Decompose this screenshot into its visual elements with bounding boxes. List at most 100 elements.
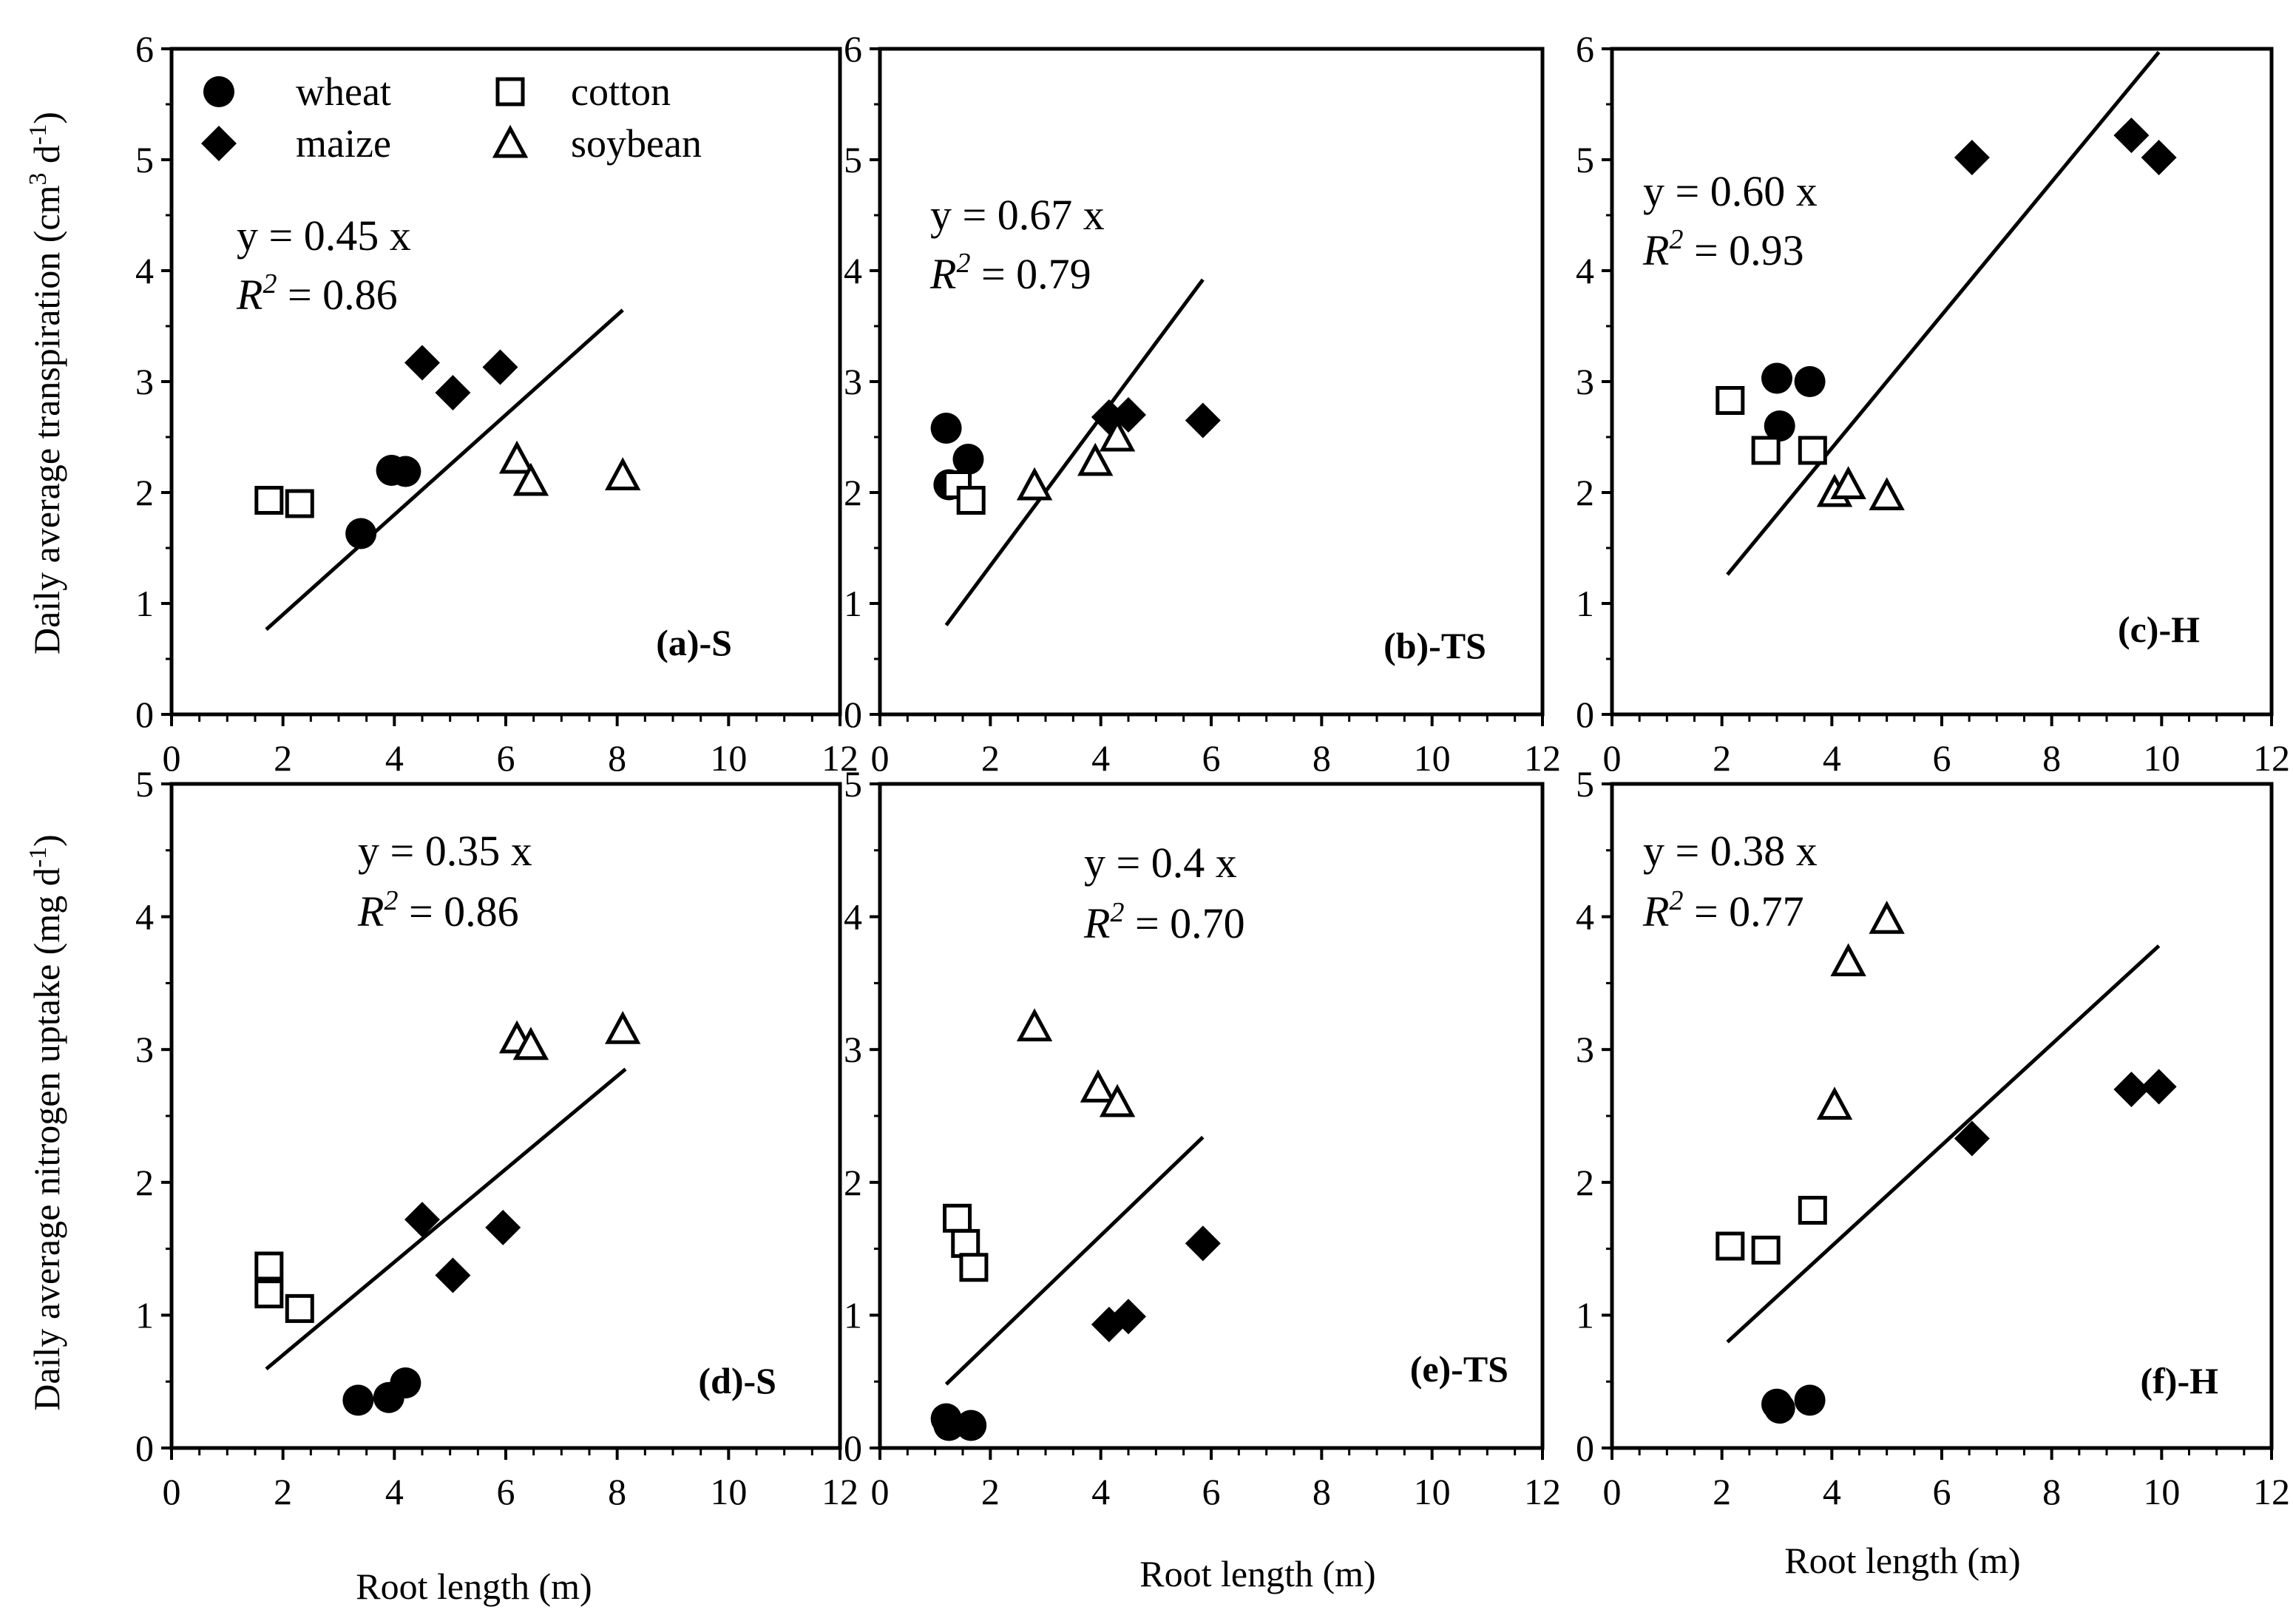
y-tick-label: 2 — [1576, 472, 1594, 513]
wheat-point — [1794, 1384, 1826, 1416]
regression-equation: y = 0.45 x — [237, 212, 411, 260]
x-tick-label: 12 — [822, 737, 858, 779]
panel-label: (b)-TS — [1383, 625, 1486, 666]
soybean-point — [1869, 900, 1905, 934]
y-tick-label: 6 — [844, 28, 862, 70]
y-tick-label: 3 — [1576, 1029, 1594, 1070]
y-tick-label: 4 — [135, 896, 154, 938]
legend: wheat maize cotton soybean — [201, 70, 702, 166]
y-tick-label: 5 — [1576, 139, 1594, 180]
regression-equation: y = 0.4 x — [1084, 839, 1237, 887]
x-tick-label: 2 — [1713, 737, 1731, 779]
x-tick-label: 0 — [1603, 737, 1622, 779]
soybean-point — [1016, 1008, 1053, 1042]
cotton-point — [1798, 1196, 1827, 1225]
soybean-point — [498, 440, 535, 474]
x-tick-label: 8 — [2042, 737, 2061, 779]
legend-wheat-marker — [203, 76, 234, 107]
x-tick-label: 8 — [608, 737, 626, 779]
y-tick-label: 1 — [844, 1294, 862, 1336]
y-tick-label: 0 — [135, 694, 154, 735]
y-tick-label: 4 — [135, 250, 154, 291]
soybean-point — [605, 457, 641, 490]
x-tick-label: 2 — [981, 737, 1000, 779]
wheat-point — [952, 444, 984, 475]
fit-line — [1726, 50, 2161, 576]
x-tick-label: 4 — [1091, 737, 1110, 779]
regression-equation: y = 0.38 x — [1643, 827, 1818, 875]
x-tick-label: 8 — [2042, 1471, 2061, 1512]
y-tick-label: 1 — [135, 1294, 154, 1336]
cotton-point — [943, 1203, 972, 1233]
soybean-point — [1016, 467, 1053, 501]
y-tick-label: 3 — [844, 1029, 862, 1070]
y-tick-label: 5 — [135, 139, 154, 180]
y-tick-label: 3 — [844, 361, 862, 402]
x-tick-label: 12 — [1524, 737, 1561, 779]
x-tick-label: 0 — [163, 1471, 181, 1512]
wheat-point — [390, 456, 421, 487]
x-tick-label: 8 — [608, 1471, 626, 1512]
cotton-point — [959, 1253, 989, 1282]
soybean-point — [512, 1026, 549, 1060]
wheat-point — [342, 1384, 374, 1416]
wheat-point — [1764, 410, 1795, 441]
soybean-point — [1816, 1086, 1853, 1120]
y-tick-label: 0 — [844, 1427, 862, 1469]
legend-maize-marker — [201, 126, 237, 161]
panel-label: (c)-H — [2118, 609, 2200, 650]
x-tick-label: 12 — [822, 1471, 858, 1512]
x-tick-label: 0 — [163, 737, 181, 779]
x-tick-label: 0 — [871, 737, 890, 779]
x-tick-label: 10 — [1414, 737, 1451, 779]
y-tick-label: 1 — [135, 583, 154, 624]
x-tick-label: 4 — [1091, 1471, 1110, 1512]
maize-point — [1954, 1120, 1990, 1157]
x-axis-title-col1: Root length (m) — [356, 1566, 592, 1607]
r-squared: R2 = 0.77 — [1642, 885, 1804, 936]
x-tick-label: 10 — [2143, 1471, 2180, 1512]
cotton-point — [254, 486, 284, 515]
soybean-point — [1869, 477, 1905, 510]
soybean-point — [1099, 418, 1136, 452]
legend-cotton-marker — [495, 77, 525, 106]
cotton-point — [1715, 386, 1745, 415]
legend-maize-label: maize — [296, 121, 391, 166]
maize-point — [485, 1209, 521, 1245]
r-squared: R2 = 0.86 — [357, 885, 519, 936]
wheat-point — [1761, 362, 1792, 394]
y-tick-label: 5 — [844, 139, 862, 180]
y-tick-label: 0 — [1576, 1427, 1594, 1469]
cotton-point — [951, 1228, 980, 1258]
cotton-point — [1751, 1235, 1781, 1265]
maize-point — [2141, 1069, 2177, 1105]
fit-line — [1726, 944, 2161, 1344]
soybean-point — [1099, 1083, 1136, 1117]
soybean-point — [1080, 1069, 1117, 1103]
y-tick-label: 5 — [1576, 763, 1594, 805]
y-tick-label: 2 — [844, 472, 862, 513]
x-tick-label: 6 — [1202, 1471, 1221, 1512]
y-axis-title-top: Daily average transpiration (cm3 d-1) — [24, 112, 67, 654]
cotton-point — [1751, 436, 1781, 465]
wheat-point — [955, 1410, 987, 1441]
x-tick-label: 10 — [710, 1471, 747, 1512]
x-tick-label: 4 — [385, 737, 404, 779]
x-tick-label: 6 — [1202, 737, 1221, 779]
x-tick-label: 0 — [1603, 1471, 1622, 1512]
y-tick-label: 2 — [135, 472, 154, 513]
y-tick-label: 1 — [844, 583, 862, 624]
panel-label: (d)-S — [698, 1360, 776, 1401]
maize-point — [435, 1257, 471, 1293]
soybean-point — [1830, 943, 1866, 977]
x-tick-label: 6 — [1933, 1471, 1951, 1512]
x-axis-title-col3: Root length (m) — [1784, 1540, 2020, 1581]
y-tick-label: 1 — [1576, 583, 1594, 624]
legend-wheat-label: wheat — [296, 70, 391, 114]
x-tick-label: 4 — [385, 1471, 404, 1512]
